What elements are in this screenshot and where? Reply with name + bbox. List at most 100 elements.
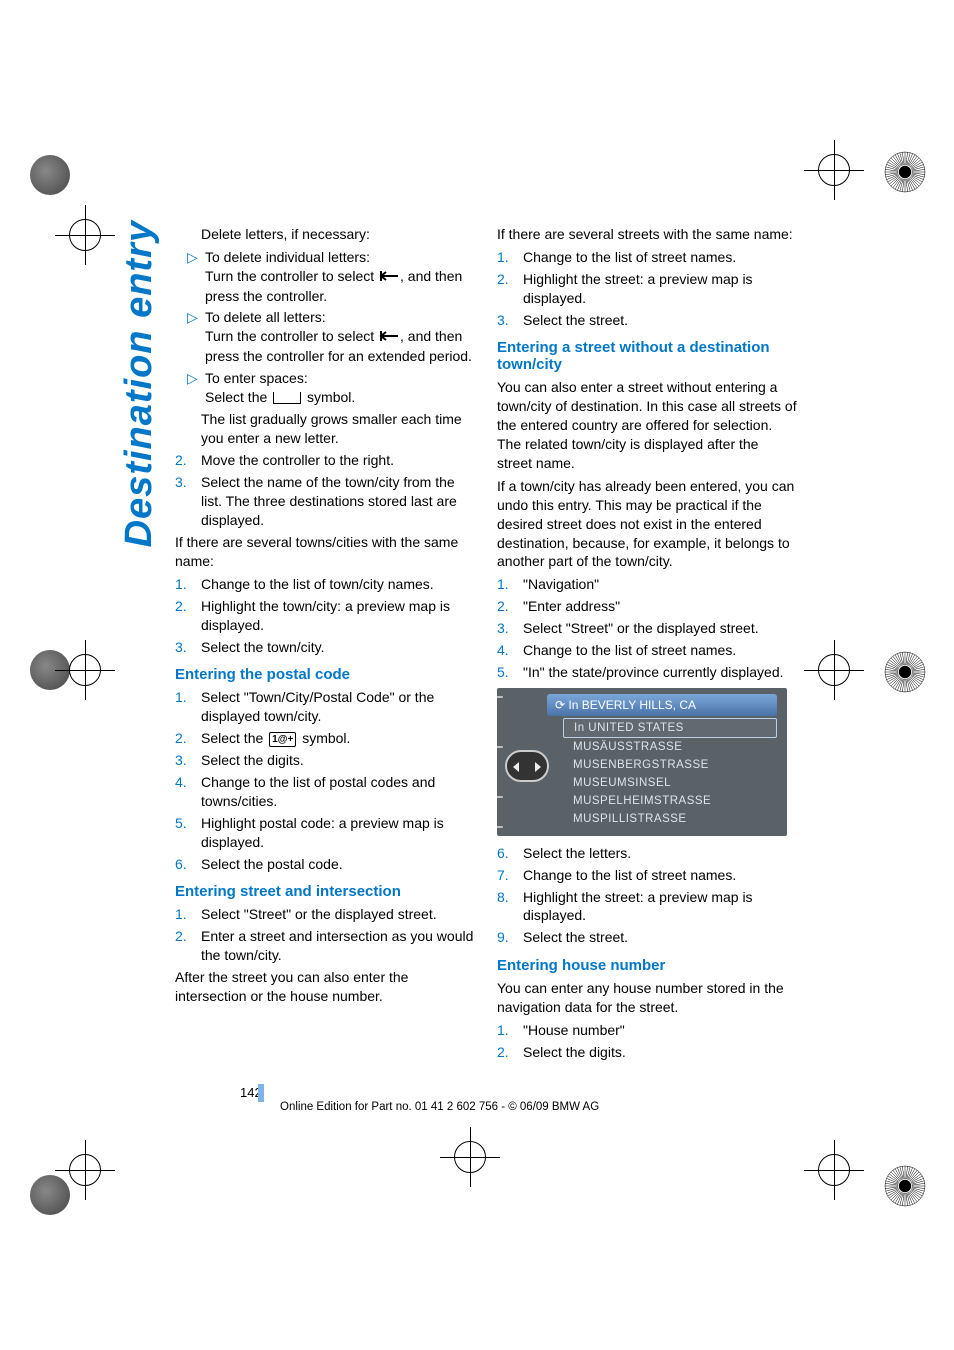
street-steps: 1.Select "Street" or the displayed stree…	[175, 905, 475, 965]
left-column: Delete letters, if necessary: ▷ To delet…	[175, 225, 475, 1065]
screenshot-row: MUSÄUSSTRASSE	[563, 738, 777, 756]
bullet-text: symbol.	[303, 389, 355, 405]
bullet-text: To delete all letters:	[205, 309, 326, 325]
step-text: "In" the state/province currently displa…	[523, 663, 784, 682]
step-text: Select "Town/City/Postal Code" or the di…	[201, 688, 475, 726]
regmark-cross-icon	[804, 140, 864, 200]
bullet-text: To enter spaces:	[205, 370, 308, 386]
step-text: Change to the list of street names.	[523, 248, 736, 267]
step-text: Select the digits.	[201, 751, 304, 770]
regmark-burst-icon	[881, 1162, 929, 1210]
step-text: Select the name of the town/city from th…	[201, 473, 475, 530]
step-text: Select the digits.	[523, 1043, 626, 1062]
step-num: 4.	[497, 641, 515, 660]
multi-town-intro: If there are several towns/cities with t…	[175, 533, 475, 571]
nodest-steps: 1."Navigation" 2."Enter address" 3.Selec…	[497, 575, 797, 681]
street-after: After the street you can also enter the …	[175, 968, 475, 1006]
step-num: 2.	[497, 1043, 515, 1062]
step-text: Select the 1@+ symbol.	[201, 729, 350, 748]
house-steps: 1. "House number" 2. Select the digits.	[497, 1021, 797, 1062]
multi-street-steps: 1. Change to the list of street names. 2.…	[497, 248, 797, 330]
back-arrow-icon	[378, 328, 400, 347]
step-num: 3.	[497, 619, 515, 638]
step-num: 1.	[175, 575, 193, 594]
screenshot-row: MUSPELHEIMSTRASSE	[563, 792, 777, 810]
step-num: 2.	[497, 270, 515, 308]
step-text: Highlight the town/city: a preview map i…	[201, 597, 475, 635]
step-text: Highlight the street: a preview map is d…	[523, 888, 797, 926]
delete-intro: Delete letters, if necessary:	[175, 225, 475, 244]
right-column: If there are several streets with the sa…	[497, 225, 797, 1065]
screenshot-row: In UNITED STATES	[563, 718, 777, 738]
step-num: 1.	[497, 248, 515, 267]
step-text: Enter a street and intersection as you w…	[201, 927, 475, 965]
bullet-text: Select the	[205, 389, 271, 405]
screenshot-row: MUSENBERGSTRASSE	[563, 756, 777, 774]
step-num: 2.	[175, 597, 193, 635]
step-text: Select the postal code.	[201, 855, 343, 874]
list-note: The list gradually grows smaller each ti…	[175, 410, 475, 448]
heading-nodest: Entering a street without a destination …	[497, 339, 797, 373]
multi-street-intro: If there are several streets with the sa…	[497, 225, 797, 244]
house-intro: You can enter any house number stored in…	[497, 979, 797, 1017]
regmark-cross-icon	[55, 640, 115, 700]
bullet-text: Turn the controller to select	[205, 268, 378, 284]
delete-bullets: ▷ To delete individual letters: Turn the…	[175, 248, 475, 407]
step-num: 4.	[175, 773, 193, 811]
step-num: 1.	[497, 1021, 515, 1040]
nav-screenshot: ⟳ In BEVERLY HILLS, CA In UNITED STATESM…	[497, 688, 787, 836]
step-num: 9.	[497, 928, 515, 947]
bullet-text: To delete individual letters:	[205, 249, 370, 265]
nodest-p2: If a town/city has already been entered,…	[497, 477, 797, 571]
regmark-cross-icon	[440, 1127, 500, 1187]
step-text: Select "Street" or the displayed street.	[201, 905, 437, 924]
step-num: 7.	[497, 866, 515, 885]
main-steps: 2. Move the controller to the right. 3.Se…	[175, 451, 475, 530]
regmark-cross-icon	[804, 640, 864, 700]
triangle-icon: ▷	[187, 308, 198, 327]
step-text: "House number"	[523, 1021, 625, 1040]
step-num: 2.	[175, 927, 193, 965]
heading-street: Entering street and intersection	[175, 883, 475, 900]
regmark-solid-icon	[30, 155, 70, 195]
step-text: Select "Street" or the displayed street.	[523, 619, 759, 638]
step-num: 3.	[175, 473, 193, 530]
regmark-burst-icon	[881, 148, 929, 196]
heading-postal: Entering the postal code	[175, 666, 475, 683]
step-num: 1.	[497, 575, 515, 594]
step-text: Change to the list of street names.	[523, 641, 736, 660]
step-text: Move the controller to the right.	[201, 451, 394, 470]
step-text: Change to the list of street names.	[523, 866, 736, 885]
nodest-steps-cont: 6. Select the letters. 7. Change to the li…	[497, 844, 797, 947]
step-num: 2.	[175, 451, 193, 470]
step-num: 3.	[175, 638, 193, 657]
step-num: 6.	[497, 844, 515, 863]
footer-text: Online Edition for Part no. 01 41 2 602 …	[280, 1101, 599, 1113]
step-text: Select the letters.	[523, 844, 631, 863]
dial-icon	[505, 750, 549, 782]
step-text: Select the town/city.	[201, 638, 324, 657]
postal-steps: 1.Select "Town/City/Postal Code" or the …	[175, 688, 475, 873]
nodest-p1: You can also enter a street without ente…	[497, 378, 797, 472]
screenshot-row: MUSEUMSINSEL	[563, 774, 777, 792]
triangle-icon: ▷	[187, 248, 198, 267]
regmark-cross-icon	[804, 1140, 864, 1200]
heading-house: Entering house number	[497, 957, 797, 974]
space-icon	[273, 392, 301, 404]
regmark-cross-icon	[55, 1140, 115, 1200]
section-side-title: Destination entry	[118, 220, 161, 547]
multi-town-steps: 1.Change to the list of town/city names.…	[175, 575, 475, 657]
step-text: "Navigation"	[523, 575, 599, 594]
numsym-icon: 1@+	[269, 732, 296, 748]
step-num: 5.	[175, 814, 193, 852]
step-num: 1.	[175, 688, 193, 726]
bullet-text: Turn the controller to select	[205, 328, 378, 344]
step-num: 8.	[497, 888, 515, 926]
back-arrow-icon	[378, 268, 400, 287]
regmark-burst-icon	[881, 648, 929, 696]
page-content: Delete letters, if necessary: ▷ To delet…	[175, 225, 800, 1065]
regmark-cross-icon	[55, 205, 115, 265]
step-text: Select the street.	[523, 311, 628, 330]
step-text: Select the street.	[523, 928, 628, 947]
step-num: 6.	[175, 855, 193, 874]
